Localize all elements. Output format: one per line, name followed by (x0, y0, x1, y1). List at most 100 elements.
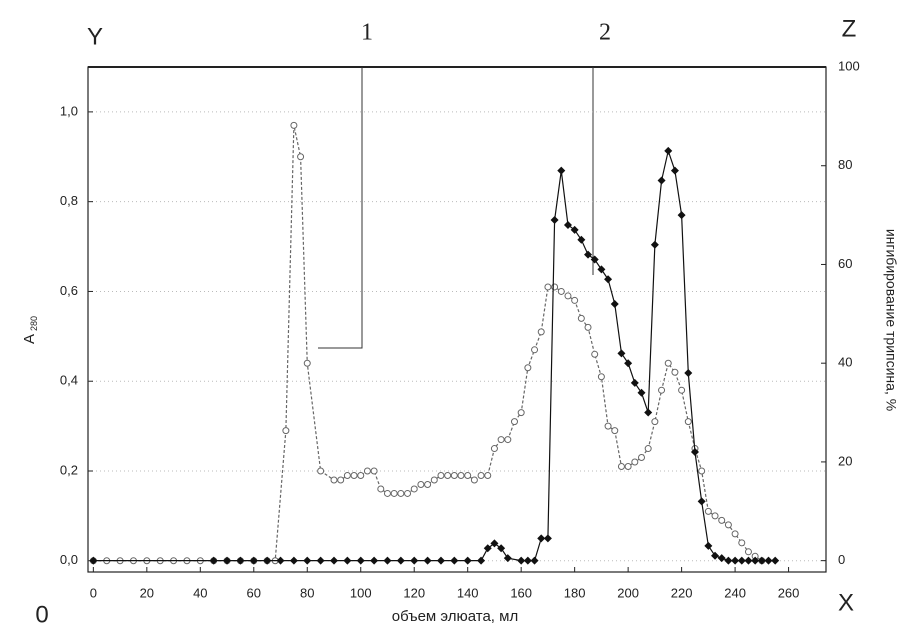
y2-tick-label: 80 (838, 157, 852, 172)
marker (571, 296, 579, 304)
marker (718, 516, 726, 524)
marker (89, 556, 98, 565)
marker (370, 467, 378, 475)
series-line (93, 148, 776, 562)
marker (624, 463, 632, 471)
marker (550, 216, 559, 225)
marker (564, 292, 572, 300)
marker (731, 530, 739, 538)
y2-axis-title: ингибирование трипсина, % (883, 229, 899, 411)
x-tick-label: 100 (350, 585, 372, 600)
marker (363, 467, 371, 475)
marker (744, 548, 752, 556)
marker (610, 299, 619, 308)
plot-frame (87, 66, 827, 573)
marker (330, 556, 338, 565)
marker (530, 556, 539, 565)
marker (670, 166, 679, 175)
marker (690, 448, 699, 457)
marker (611, 427, 619, 435)
y2-tick-label: 40 (838, 355, 852, 370)
marker (289, 556, 298, 565)
marker (357, 471, 365, 479)
marker (464, 471, 472, 479)
marker (697, 497, 706, 506)
x-tick-label: 200 (617, 585, 639, 600)
y-tick-label: 0,0 (60, 552, 78, 567)
marker (297, 153, 305, 161)
y2-tick-label: 0 (838, 552, 845, 567)
marker (463, 556, 472, 565)
marker (290, 121, 298, 129)
marker (477, 556, 486, 565)
marker (744, 556, 753, 565)
marker (263, 556, 272, 565)
marker (531, 346, 539, 354)
marker (537, 328, 545, 336)
marker (751, 556, 760, 565)
marker (604, 275, 613, 284)
marker (771, 556, 780, 565)
marker (470, 476, 478, 484)
x-tick-label: 180 (564, 585, 586, 600)
marker (617, 349, 626, 358)
marker (343, 556, 352, 565)
marker (757, 556, 766, 565)
marker (343, 471, 351, 479)
marker (584, 323, 592, 331)
marker (638, 454, 645, 462)
marker (684, 369, 693, 378)
marker (337, 476, 345, 484)
x-tick-label: 80 (300, 585, 314, 600)
marker (631, 458, 639, 466)
marker (591, 350, 599, 358)
y2-tick-label: 20 (838, 453, 852, 468)
marker (303, 359, 311, 367)
marker (397, 489, 405, 497)
series-line (93, 125, 763, 562)
y-tick-label: 1,0 (60, 103, 78, 118)
annotation: 2 (599, 20, 611, 46)
marker (677, 211, 686, 220)
x-tick-label: 140 (457, 585, 479, 600)
marker (423, 556, 432, 565)
marker (236, 556, 245, 565)
annotation-line (318, 67, 363, 349)
marker (590, 255, 599, 264)
axis-letter: Y (87, 23, 103, 50)
marker (577, 235, 586, 244)
marker (651, 418, 659, 426)
marker (704, 507, 712, 515)
y2-tick-label: 100 (838, 58, 860, 73)
axis-letter: 0 (35, 601, 48, 628)
marker (604, 422, 612, 430)
marker (383, 556, 392, 565)
marker (657, 176, 666, 185)
marker (717, 554, 726, 563)
marker (330, 476, 338, 484)
marker (584, 250, 593, 259)
marker (316, 556, 325, 565)
marker (624, 359, 633, 368)
marker (764, 556, 773, 565)
y-axis-title-sub: 280 (29, 316, 39, 331)
marker (537, 534, 546, 543)
marker (551, 283, 559, 291)
y-tick-label: 0,4 (60, 373, 78, 388)
marker (444, 471, 452, 479)
x-tick-label: 40 (193, 585, 207, 600)
marker (731, 556, 740, 565)
marker (557, 287, 565, 295)
marker (417, 480, 425, 488)
marker (276, 556, 285, 565)
marker (644, 445, 652, 453)
marker (450, 556, 459, 565)
marker (671, 368, 679, 376)
marker (630, 378, 639, 387)
x-tick-label: 240 (724, 585, 746, 600)
marker (410, 556, 419, 565)
marker (450, 471, 458, 479)
marker (504, 436, 512, 444)
marker (597, 373, 605, 381)
marker (543, 534, 552, 543)
